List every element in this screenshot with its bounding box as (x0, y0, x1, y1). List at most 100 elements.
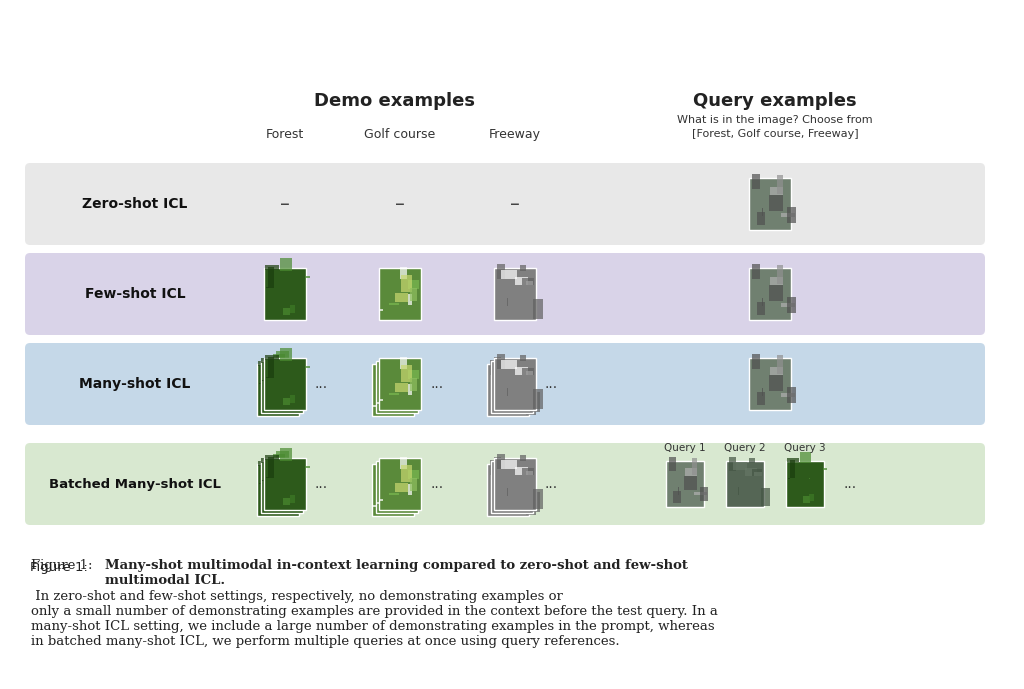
Bar (515, 277, 528, 285)
Bar (786, 458, 800, 462)
Bar (401, 476, 412, 485)
Bar (259, 383, 262, 384)
Bar (520, 455, 525, 460)
Bar (522, 474, 529, 478)
Bar (495, 366, 510, 375)
Bar (409, 370, 419, 379)
Bar (694, 492, 708, 495)
Text: Query 3: Query 3 (784, 443, 825, 453)
FancyBboxPatch shape (376, 361, 418, 413)
Bar (769, 285, 783, 301)
Bar (265, 265, 279, 269)
FancyBboxPatch shape (264, 458, 306, 510)
Text: Query 2: Query 2 (724, 443, 766, 453)
FancyBboxPatch shape (490, 461, 532, 513)
Bar (388, 489, 400, 498)
FancyBboxPatch shape (264, 268, 306, 320)
Bar (762, 207, 764, 216)
Text: –: – (280, 194, 290, 214)
Bar (280, 448, 292, 460)
Bar (404, 373, 416, 382)
Bar (388, 389, 400, 398)
Bar (490, 460, 498, 475)
FancyBboxPatch shape (264, 358, 306, 410)
Bar (286, 398, 291, 406)
Bar (401, 390, 406, 401)
Bar (290, 395, 295, 403)
FancyBboxPatch shape (257, 464, 299, 516)
Text: Golf course: Golf course (365, 127, 435, 141)
Text: ...: ... (430, 377, 443, 391)
Bar (283, 398, 291, 405)
Bar (518, 377, 526, 381)
Bar (529, 492, 540, 512)
Bar (401, 490, 406, 501)
Bar (394, 471, 404, 489)
Bar (304, 366, 309, 368)
Text: ...: ... (430, 477, 443, 491)
Bar (508, 373, 521, 381)
Bar (515, 466, 528, 475)
Bar (392, 464, 399, 475)
Bar (407, 481, 414, 495)
Text: Many-shot ICL: Many-shot ICL (79, 377, 190, 391)
Bar (404, 387, 409, 398)
Bar (518, 477, 526, 481)
Bar (396, 360, 403, 373)
Bar (780, 303, 795, 307)
Bar (298, 472, 303, 474)
Bar (380, 309, 383, 311)
Bar (762, 298, 764, 307)
Bar (275, 504, 284, 511)
Bar (787, 477, 791, 479)
Bar (407, 381, 414, 394)
Bar (519, 471, 530, 478)
Bar (304, 466, 309, 468)
Bar (494, 358, 501, 373)
Bar (498, 362, 514, 372)
FancyBboxPatch shape (726, 461, 764, 507)
Bar (516, 457, 522, 464)
Text: Freeway: Freeway (489, 127, 541, 141)
Bar (787, 298, 796, 313)
Text: What is in the image? Choose from
[Forest, Golf course, Freeway]: What is in the image? Choose from [Fores… (677, 115, 872, 138)
Bar (301, 469, 306, 471)
Bar (262, 380, 265, 382)
Bar (261, 363, 267, 384)
Bar (395, 383, 408, 392)
Bar (373, 405, 376, 407)
Bar (490, 360, 498, 376)
Bar (502, 460, 517, 469)
Bar (495, 466, 510, 475)
Bar (498, 354, 505, 369)
Text: Many-shot multimodal in-context learning compared to zero-shot and few-shot
mult: Many-shot multimodal in-context learning… (105, 559, 688, 588)
Bar (392, 363, 399, 376)
Bar (515, 374, 527, 381)
Bar (388, 393, 399, 395)
Bar (504, 491, 505, 500)
Bar (377, 402, 379, 404)
Bar (753, 174, 760, 189)
FancyBboxPatch shape (666, 461, 703, 507)
Bar (395, 483, 408, 492)
Bar (264, 460, 270, 481)
Bar (803, 497, 810, 503)
Bar (770, 277, 783, 285)
Bar (753, 265, 760, 280)
Bar (398, 468, 409, 485)
Bar (822, 468, 827, 470)
Bar (385, 496, 395, 497)
Bar (507, 488, 508, 496)
FancyBboxPatch shape (494, 458, 536, 510)
Bar (268, 267, 274, 288)
FancyBboxPatch shape (260, 361, 302, 413)
Bar (780, 393, 795, 397)
Bar (684, 476, 696, 491)
Bar (404, 473, 416, 482)
Bar (522, 468, 534, 475)
Bar (290, 495, 295, 503)
Bar (275, 404, 284, 411)
Bar (780, 213, 795, 217)
FancyBboxPatch shape (494, 268, 536, 320)
Text: Forest: Forest (266, 127, 304, 141)
